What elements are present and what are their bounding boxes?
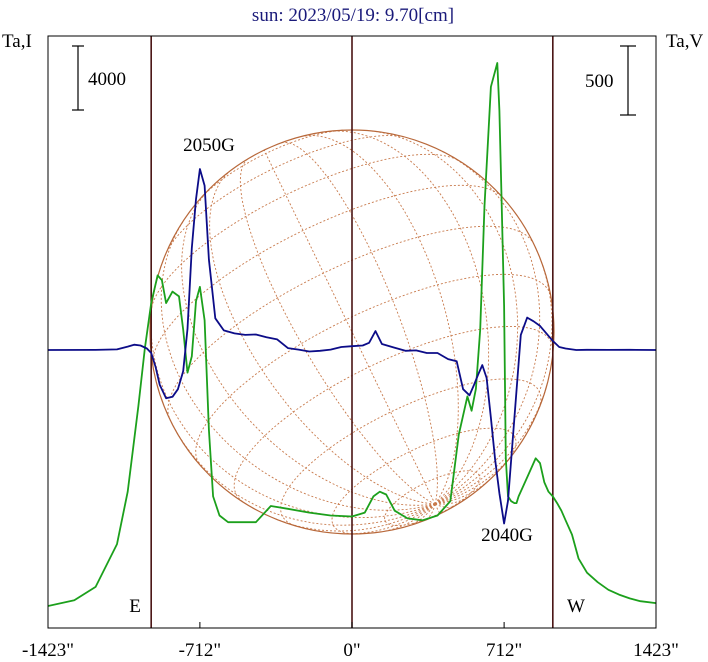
longitude-line	[239, 158, 436, 505]
x-axis-ticks: -1423" -712" 0" 712" 1423"	[22, 622, 679, 661]
longitude-line	[434, 450, 516, 505]
longitude-line	[343, 503, 436, 535]
annotation-2050g: 2050G	[183, 135, 235, 156]
longitude-line	[435, 480, 489, 505]
latitude-line	[195, 273, 551, 464]
latitude-line	[152, 184, 503, 366]
scale-bar-left	[72, 45, 84, 111]
longitude-line	[281, 141, 438, 505]
x-tick-label: 1423"	[633, 640, 679, 661]
longitude-line	[160, 219, 436, 511]
x-tick-label: 0"	[343, 640, 360, 661]
scale-bar-right-label: 500	[585, 71, 614, 92]
annotation-2040g: 2040G	[481, 525, 533, 546]
longitude-line	[150, 287, 436, 519]
latitude-line	[280, 378, 542, 527]
y-axis-label-left: Ta,I	[2, 31, 32, 52]
longitude-line	[434, 149, 541, 505]
scale-bar-left-label: 4000	[88, 69, 126, 90]
west-label: W	[567, 596, 585, 617]
scale-bar-right	[620, 45, 636, 116]
reference-lines	[150, 36, 554, 628]
longitude-line	[181, 187, 436, 506]
y-axis-label-right: Ta,V	[666, 31, 703, 52]
longitude-line	[368, 130, 519, 505]
latitude-line	[167, 225, 534, 418]
longitude-line	[263, 149, 436, 505]
series-line-i	[48, 62, 656, 607]
east-label: E	[129, 596, 141, 617]
chart-title: sun: 2023/05/19: 9.70[cm]	[252, 5, 454, 26]
x-tick-label: -712"	[179, 640, 222, 661]
longitude-line	[434, 243, 553, 505]
longitude-line	[302, 135, 459, 505]
latitude-line	[151, 153, 458, 308]
series-line-v	[48, 168, 656, 525]
longitude-line	[209, 171, 436, 505]
x-tick-label: 712"	[486, 640, 522, 661]
longitude-line	[327, 130, 490, 505]
x-tick-label: -1423"	[22, 640, 74, 661]
longitude-line	[169, 419, 436, 526]
longitude-line	[383, 503, 436, 532]
